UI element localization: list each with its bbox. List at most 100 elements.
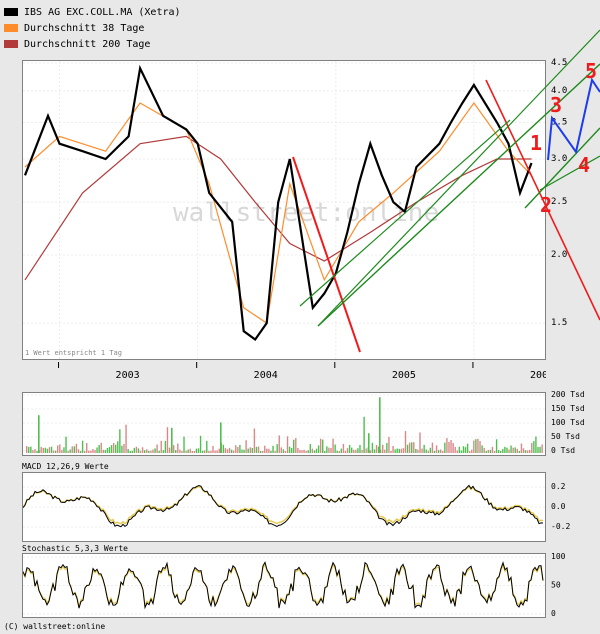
volume-bar [466,443,469,453]
volume-bar [278,435,280,453]
volume-bar [495,439,498,453]
macd-chart-svg [22,484,545,528]
volume-bar [311,448,314,453]
volume-bar [67,450,69,453]
volume-bar [261,450,264,453]
volume-bar [481,445,483,453]
volume-bar [150,450,152,453]
volume-bar [201,450,204,453]
volume-bar [408,442,411,453]
volume-bar [350,447,353,453]
volume-bar [512,447,514,453]
volume-bar [479,441,481,453]
volume-bar [442,450,444,453]
volume-bar [280,447,283,453]
year-label: 2004 [254,370,278,381]
volume-bar [216,450,218,453]
volume-bar-peak [379,397,381,453]
volume-bar [477,438,479,453]
volume-bar [59,444,61,453]
volume-bar [520,443,523,453]
volume-bar [197,448,200,453]
volume-bar-peak [171,427,173,453]
volume-bar [230,449,233,453]
annotation-number: 2 [540,193,552,217]
volume-bar [365,448,367,453]
legend-item-ma38: Durchschnitt 38 Tage [4,22,144,34]
volume-bar [529,449,531,453]
volume-bar [309,444,311,453]
volume-bar [419,432,421,453]
volume-bar [303,449,305,453]
volume-bar [241,449,243,453]
volume-bar [377,446,380,453]
volume-bar [400,448,403,453]
volume-bar [57,445,59,453]
volume-bar [485,450,487,453]
volume-bar [421,448,423,453]
volume-bar [406,444,409,453]
volume-bar [334,444,336,453]
volume-bar [204,450,206,453]
volume-bar [462,446,465,453]
volume-bar [276,444,278,453]
volume-bar [357,448,359,453]
volume-bar [417,449,419,453]
annotation-number: 3 [550,93,562,117]
price-axis-tick-label: 3.5 [551,118,567,128]
volume-bar [183,436,185,453]
volume-bar [139,450,142,453]
volume-bar [255,446,258,453]
volume-bar-peak [368,433,370,453]
volume-axis-tick-label: 100 Tsd [551,418,585,427]
volume-bar [92,449,94,453]
volume-bar [508,449,510,453]
stoch-panel [22,553,546,618]
volume-bar [440,449,442,453]
stoch-axis-tick-label: 0 [551,609,556,618]
volume-bar [371,442,374,453]
legend-swatch-price [4,8,18,16]
volume-bar [456,450,458,453]
volume-bar [191,450,193,453]
macd-axis-tick-label: -0.2 [551,522,570,531]
volume-bar [179,449,181,453]
volume-bar [286,436,289,453]
volume-bar [348,444,351,453]
volume-bar [446,438,448,453]
volume-bar [340,448,343,453]
volume-bar [270,450,272,453]
year-axis: 2003 2004 2005 2006 [22,362,554,386]
volume-bar [127,448,129,453]
volume-bar [452,442,454,453]
volume-bar [42,447,44,453]
volume-bar [346,448,349,453]
volume-bar [444,442,446,453]
volume-bar [156,444,158,453]
legend-item-ma200: Durchschnitt 200 Tage [4,38,150,50]
volume-bar [531,442,533,453]
volume-bar [193,450,196,453]
volume-bar [328,447,330,453]
volume-bar [158,450,160,453]
volume-bar [226,449,229,453]
volume-panel [22,392,546,456]
volume-bar [454,446,456,453]
volume-bar [290,448,293,453]
volume-bar [460,450,463,453]
volume-bar [539,446,541,453]
volume-bar [386,443,388,453]
volume-bar [468,450,471,453]
volume-bar [522,448,525,453]
macd-signal-line [22,485,544,525]
volume-bar [537,447,539,453]
price-axis-tick-label: 1.5 [551,318,567,328]
volume-bar [473,440,475,453]
volume-bar [396,448,398,453]
volume-bar [299,449,301,453]
volume-bar [413,442,415,453]
volume-bar-peak [220,422,222,453]
annotation-number: 4 [578,153,590,177]
volume-bar [526,450,529,453]
volume-bar [249,447,251,453]
